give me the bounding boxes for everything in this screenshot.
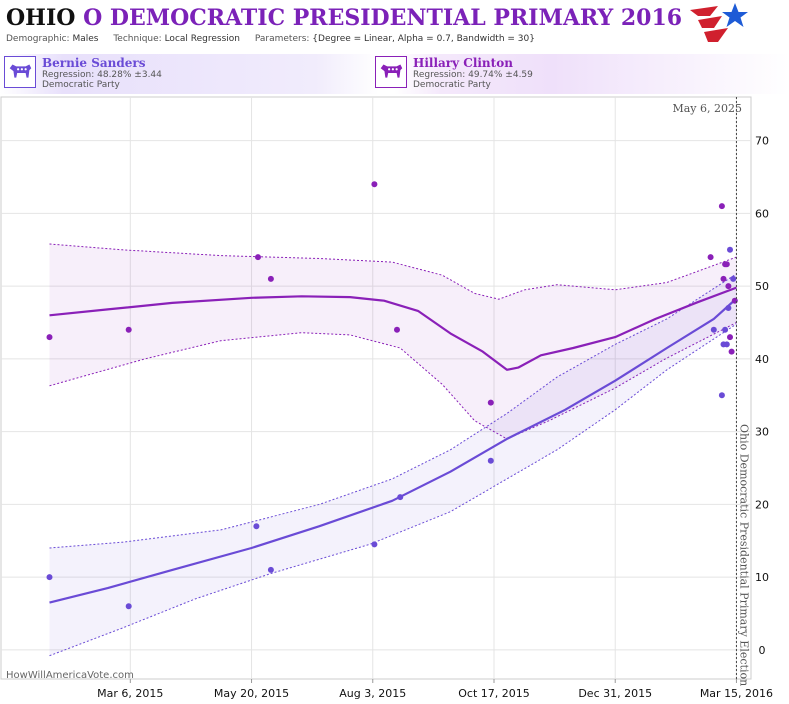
democrat-donkey-icon [4,56,36,88]
technique-value: Local Regression [164,34,240,44]
y-tick-label: 40 [755,353,769,366]
poll-point [46,334,53,341]
poll-point [371,181,378,188]
y-tick-label: 20 [755,498,769,511]
parameters-line: Demographic: Males Technique: Local Regr… [6,34,535,44]
poll-point [725,283,732,290]
poll-point [125,603,132,610]
poll-point [718,392,725,399]
x-tick-label: Dec 31, 2015 [578,687,652,700]
technique-label: Technique: [113,34,162,44]
site-logo-icon [690,3,748,42]
grid-lines [1,97,751,679]
y-axis-ticks: 0 10 20 30 40 50 60 70 [755,135,769,657]
poll-point [487,399,494,406]
poll-point [255,254,261,261]
poll-point [727,334,733,341]
demographic-value: Males [72,34,99,44]
poll-point [707,254,714,261]
y-tick-label: 70 [755,135,769,148]
confidence-bands [49,243,737,657]
watermark: HowWillAmericaVote.com [6,670,134,681]
parameters-value: {Degree = Linear, Alpha = 0.7, Bandwidth… [312,34,535,44]
title-rest: O DEMOCRATIC PRESIDENTIAL PRIMARY 2016 [83,5,683,31]
regression-chart: Ohio Democratic Presidential Primary Ele… [0,96,773,700]
poll-point [267,275,274,282]
poll-point [723,261,730,268]
x-tick-label: Mar 6, 2015 [97,687,163,700]
poll-point [371,541,378,548]
candidate-party: Democratic Party [42,80,120,90]
poll-point [725,305,732,311]
poll-point [718,203,725,210]
poll-point [267,566,274,573]
x-axis-ticks: Mar 6, 2015 May 20, 2015 Aug 3, 2015 Oct 17… [97,679,773,700]
title-state: OHIO [6,5,76,31]
y-tick-label: 10 [755,571,769,584]
election-marker: Ohio Democratic Presidential Primary Ele… [672,97,750,686]
poll-point [723,341,730,348]
demographic-label: Demographic: [6,34,70,44]
y-tick-label: 0 [759,644,766,657]
poll-point [394,326,400,333]
page-title: OHIO O DEMOCRATIC PRESIDENTIAL PRIMARY 2… [6,5,682,31]
parameters-label: Parameters: [254,34,310,44]
confidence-band [49,273,737,656]
regression-line [49,286,737,371]
y-tick-label: 60 [755,207,769,220]
confidence-lower [49,323,737,657]
poll-point [730,275,737,282]
poll-point [397,494,404,501]
poll-point [728,348,735,355]
regression-lines [49,286,738,604]
x-tick-label: Oct 17, 2015 [458,687,530,700]
poll-point [727,246,733,253]
y-tick-label: 50 [755,280,769,293]
poll-point [253,523,260,530]
candidate-regression: Regression: 49.74% ±4.59 [413,70,533,80]
x-tick-label: Aug 3, 2015 [339,687,406,700]
poll-point [125,326,132,333]
candidate-name: Bernie Sanders [42,56,146,70]
candidate-party: Democratic Party [413,80,491,90]
confidence-band [49,244,737,439]
democrat-donkey-icon [375,56,407,88]
poll-points [46,181,738,610]
y-tick-label: 30 [755,426,769,439]
candidate-legend: Bernie Sanders Regression: 48.28% ±3.44 … [0,54,789,94]
candidate-regression: Regression: 48.28% ±3.44 [42,70,162,80]
poll-point [487,457,494,464]
chart-header: OHIO O DEMOCRATIC PRESIDENTIAL PRIMARY 2… [0,0,789,52]
confidence-upper [49,243,737,300]
poll-point [720,275,727,282]
poll-point [710,326,717,333]
election-label: Ohio Democratic Presidential Primary Ele… [737,424,750,686]
x-tick-label: May 20, 2015 [214,687,289,700]
candidate-name: Hillary Clinton [413,56,513,70]
regression-line [49,297,738,604]
poll-point [46,574,53,581]
current-date-label: May 6, 2025 [672,102,742,115]
poll-point [722,326,729,333]
x-tick-label: Mar 15, 2016 [700,687,773,700]
confidence-lower [49,322,737,440]
confidence-upper [49,273,737,549]
